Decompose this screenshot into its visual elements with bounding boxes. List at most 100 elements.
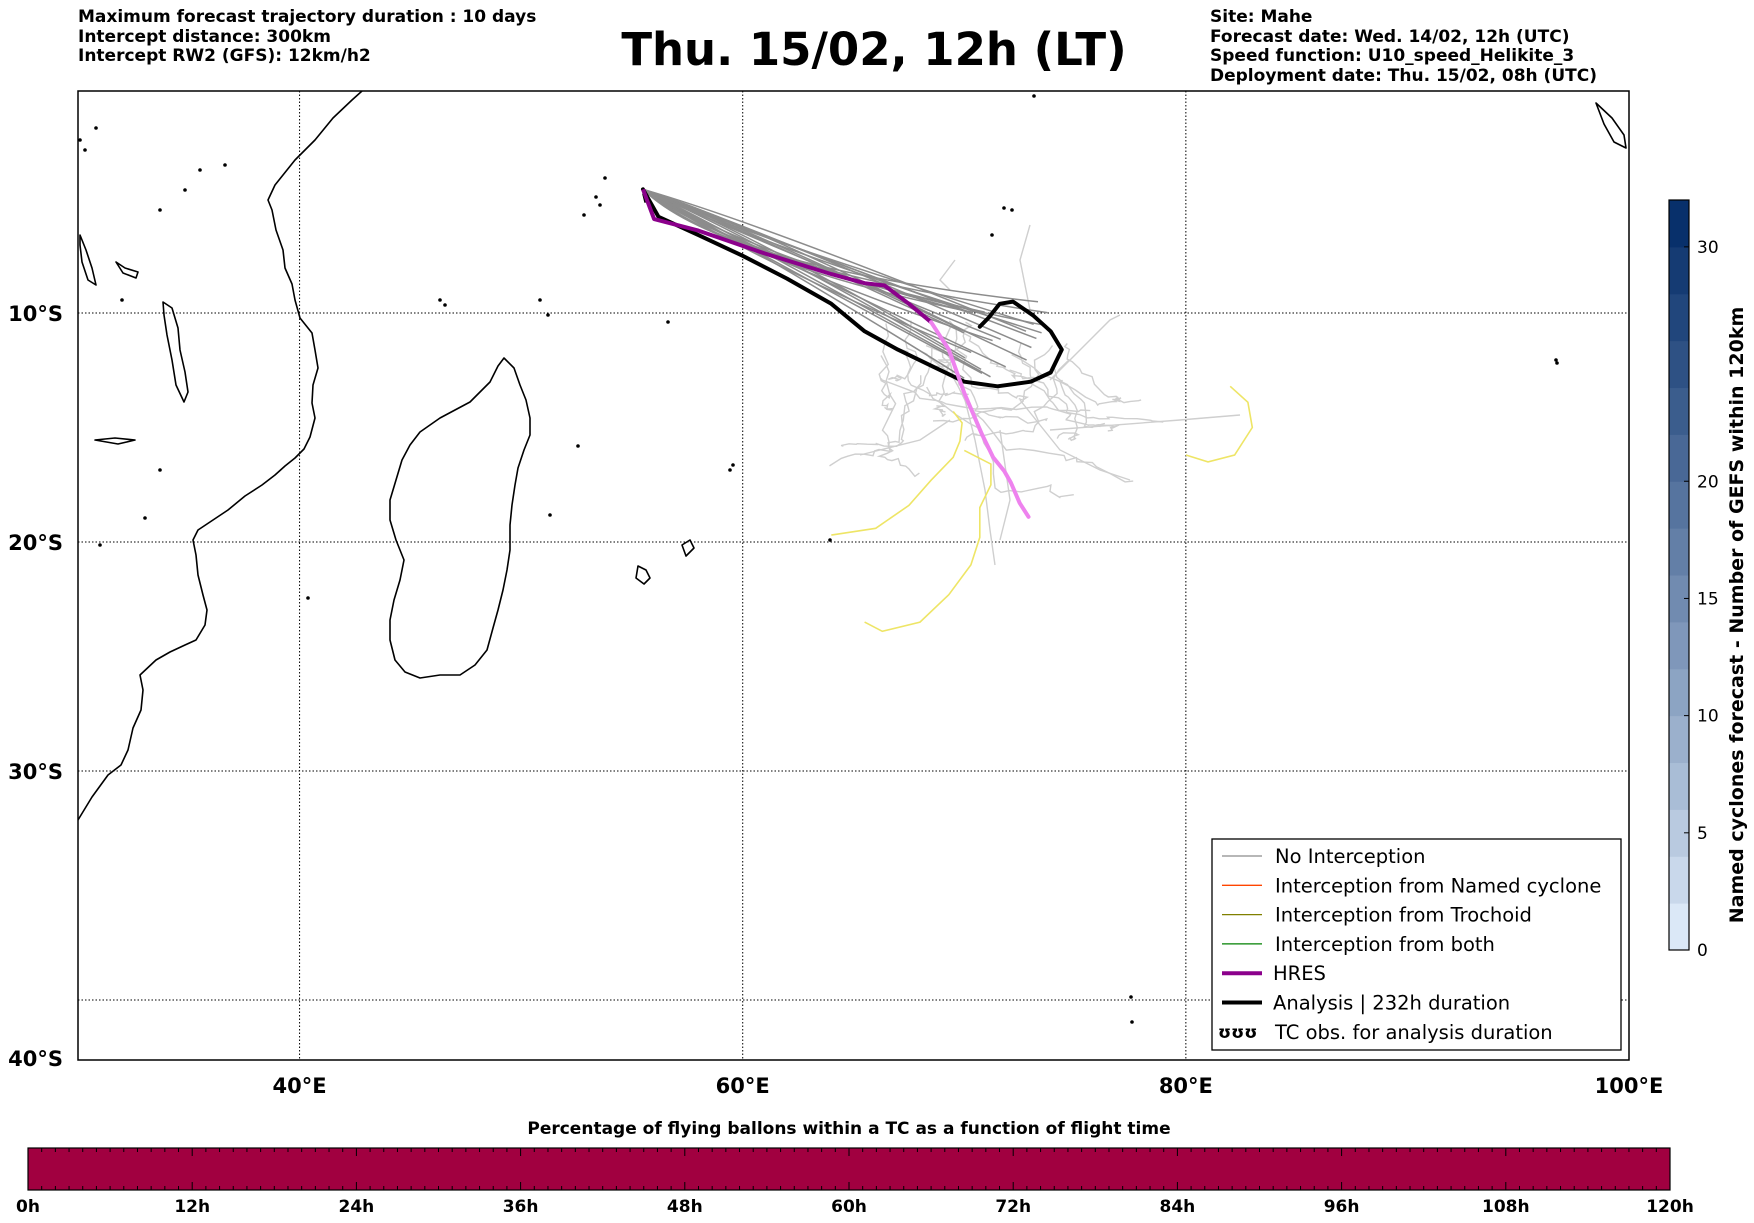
- gefs-late-track: [948, 320, 1030, 401]
- legend-label: No Interception: [1275, 845, 1426, 868]
- island-dot: [731, 463, 735, 467]
- colorbar-right-tick-label: 0: [1697, 941, 1708, 961]
- gefs-late-track: [926, 386, 1074, 499]
- island-dot: [548, 513, 552, 517]
- island-dot: [576, 444, 580, 448]
- island-dot: [603, 176, 607, 180]
- gefs-late-track: [1049, 314, 1121, 381]
- gefs-late-track: [1049, 414, 1241, 431]
- island-dot: [438, 298, 442, 302]
- lat-tick-label: 30°S: [8, 760, 63, 784]
- gefs-late-track: [859, 419, 951, 456]
- colorbar-bottom-tick-label: 84h: [1160, 1197, 1196, 1217]
- coast-madagascar: [389, 357, 531, 679]
- gefs-late-track: [896, 348, 969, 397]
- colorbar-right-level: [1669, 434, 1689, 482]
- colorbar-right-level: [1669, 387, 1689, 435]
- island-dot: [666, 320, 670, 324]
- header-left: Maximum forecast trajectory duration : 1…: [78, 7, 537, 67]
- colorbar-bottom-tick-label: 12h: [174, 1197, 210, 1217]
- header-right: Site: Mahe Forecast date: Wed. 14/02, 12…: [1210, 7, 1597, 86]
- gefs-late-track: [888, 320, 919, 382]
- lon-tick-label: 80°E: [1159, 1074, 1213, 1098]
- lon-tick-label: 100°E: [1595, 1074, 1664, 1098]
- gefs-track-no-interception: [642, 188, 1048, 314]
- island-dot: [538, 298, 542, 302]
- gefs-track-no-interception: [642, 188, 1034, 326]
- legend-label: HRES: [1273, 962, 1326, 985]
- legend-box: [1211, 838, 1622, 1051]
- legend-label: Interception from Named cyclone: [1275, 874, 1601, 897]
- header-left-line-1: Maximum forecast trajectory duration : 1…: [78, 7, 537, 27]
- colorbar-bottom-title: Percentage of flying ballons within a TC…: [527, 1119, 1170, 1139]
- island-dot: [546, 313, 550, 317]
- yellow-track: [1185, 385, 1254, 463]
- island-dot: [223, 163, 227, 167]
- island-dot: [120, 298, 124, 302]
- colorbar-right-label: Named cyclones forecast - Number of GEFS…: [1726, 307, 1748, 924]
- legend: No Interception Interception from Named c…: [1211, 838, 1622, 1051]
- colorbar-right-level: [1669, 715, 1689, 764]
- small-islands: [78, 94, 1559, 1024]
- colorbar-bottom-tick-label: 108h: [1482, 1197, 1530, 1217]
- gefs-late-track: [932, 320, 953, 417]
- coast-island-sri-lanka: [1595, 102, 1627, 149]
- colorbar-right-level: [1669, 293, 1689, 342]
- gefs-late-track: [1056, 379, 1081, 442]
- island-dot: [443, 303, 447, 307]
- colorbar-bottom-tick-label: 24h: [339, 1197, 375, 1217]
- coast-lake-malawi: [162, 301, 189, 403]
- gefs-late-track: [1011, 353, 1122, 407]
- coast-africa: [78, 91, 363, 821]
- colorbar-right-level: [1669, 809, 1689, 857]
- header-right-line-2: Forecast date: Wed. 14/02, 12h (UTC): [1210, 26, 1570, 47]
- gefs-late-track: [840, 375, 922, 448]
- lon-tick-label: 40°E: [273, 1074, 327, 1098]
- island-dot: [1555, 361, 1559, 365]
- gefs-late-track: [876, 355, 920, 478]
- axis-labels: 40°E 60°E 80°E 100°E 10°S 20°S 30°S 40°S: [8, 302, 1663, 1098]
- island-dot: [828, 538, 832, 542]
- coast-island-mauritius: [635, 565, 651, 585]
- legend-label: Analysis | 232h duration: [1273, 992, 1510, 1015]
- lon-tick-label: 60°E: [716, 1074, 770, 1098]
- coast-island-reunion: [681, 539, 695, 557]
- header-right-line-4: Deployment date: Thu. 15/02, 08h (UTC): [1210, 65, 1597, 86]
- gefs-track-no-interception: [642, 188, 1027, 332]
- island-dot: [306, 596, 310, 600]
- gefs-late-track: [1017, 343, 1106, 428]
- island-dot: [1554, 358, 1558, 362]
- map-title: Thu. 15/02, 12h (LT): [621, 23, 1127, 76]
- colorbar-bottom-tick-label: 60h: [831, 1197, 867, 1217]
- island-dot: [990, 233, 994, 237]
- header-right-line-3: Speed function: U10_speed_Helikite_3: [1210, 46, 1575, 66]
- island-dot: [143, 516, 147, 520]
- lat-tick-label: 20°S: [8, 531, 63, 555]
- island-dot: [728, 468, 732, 472]
- island-dot: [1130, 1020, 1134, 1024]
- gefs-late-track: [959, 379, 996, 566]
- trajectories: [641, 187, 1254, 633]
- colorbar-right-level: [1669, 481, 1689, 529]
- colorbar-right-level: [1669, 246, 1689, 295]
- colorbar-right-level: [1669, 668, 1689, 717]
- coast-lake-tanganyika: [115, 261, 139, 279]
- colorbar-right-tick-label: 20: [1697, 472, 1719, 492]
- gefs-late-track: [1019, 224, 1031, 311]
- colorbar-right-level: [1669, 528, 1689, 576]
- lat-tick-label: 10°S: [8, 302, 63, 326]
- colorbar-bottom-tick-label: 0h: [16, 1197, 40, 1217]
- yellow-track: [864, 449, 992, 633]
- colorbar-right-level: [1669, 856, 1689, 904]
- hres-track: [641, 188, 933, 324]
- legend-label: TC obs. for analysis duration: [1274, 1021, 1553, 1044]
- tc-obs-symbol: ʊʊʊ: [1218, 1023, 1257, 1043]
- colorbar-right-tick-label: 15: [1697, 589, 1719, 609]
- gefs-late-track: [939, 259, 956, 291]
- header-left-line-2: Intercept distance: 300km: [78, 26, 331, 47]
- yellow-track: [831, 411, 963, 536]
- island-dot: [1032, 94, 1036, 98]
- colorbar-bottom-tick-label: 48h: [667, 1197, 703, 1217]
- gefs-late-track: [964, 359, 1070, 442]
